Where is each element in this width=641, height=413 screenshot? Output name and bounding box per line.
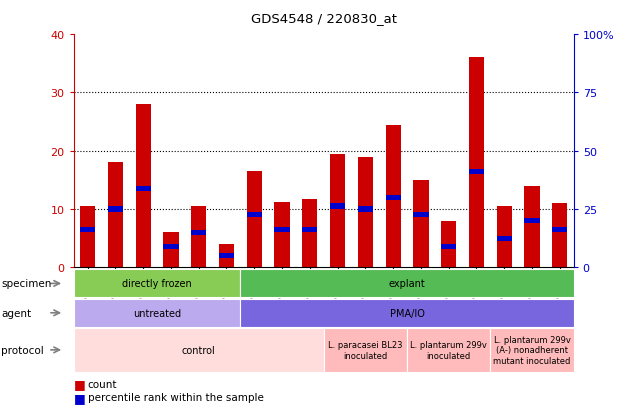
Text: L. paracasei BL23
inoculated: L. paracasei BL23 inoculated — [328, 340, 403, 360]
Bar — [219, 244, 234, 268]
Text: ■: ■ — [74, 391, 85, 404]
Bar — [358, 157, 373, 268]
Text: L. plantarum 299v
(A-) nonadherent
mutant inoculated: L. plantarum 299v (A-) nonadherent mutan… — [494, 335, 570, 365]
Bar — [497, 236, 512, 241]
Bar — [135, 105, 151, 268]
Bar — [358, 207, 373, 212]
Bar — [469, 169, 484, 174]
Bar — [74, 328, 324, 372]
Bar — [80, 206, 96, 268]
Bar — [135, 187, 151, 192]
Text: L. plantarum 299v
inoculated: L. plantarum 299v inoculated — [410, 340, 487, 360]
Bar — [74, 299, 240, 327]
Bar — [274, 202, 290, 268]
Bar — [469, 58, 484, 268]
Text: untreated: untreated — [133, 308, 181, 318]
Text: directly frozen: directly frozen — [122, 279, 192, 289]
Bar — [324, 328, 407, 372]
Text: GDS4548 / 220830_at: GDS4548 / 220830_at — [251, 12, 397, 25]
Bar — [524, 186, 540, 268]
Bar — [413, 180, 429, 268]
Bar — [163, 233, 179, 268]
Bar — [330, 204, 345, 209]
Bar — [108, 207, 123, 212]
Bar — [108, 163, 123, 268]
Text: percentile rank within the sample: percentile rank within the sample — [88, 392, 263, 402]
Bar — [302, 199, 317, 268]
Bar — [552, 204, 567, 268]
Bar — [74, 270, 240, 298]
Bar — [163, 244, 179, 250]
Bar — [552, 227, 567, 233]
Text: PMA/IO: PMA/IO — [390, 308, 424, 318]
Bar — [441, 244, 456, 250]
Text: protocol: protocol — [1, 345, 44, 355]
Bar — [441, 221, 456, 268]
Text: specimen: specimen — [1, 279, 52, 289]
Text: agent: agent — [1, 308, 31, 318]
Bar — [385, 125, 401, 268]
Bar — [490, 328, 574, 372]
Bar — [524, 218, 540, 224]
Bar — [247, 213, 262, 218]
Bar — [497, 206, 512, 268]
Bar — [80, 227, 96, 233]
Text: explant: explant — [388, 279, 426, 289]
Bar — [240, 270, 574, 298]
Bar — [274, 227, 290, 233]
Bar — [191, 206, 206, 268]
Bar — [247, 172, 262, 268]
Bar — [413, 213, 429, 218]
Bar — [407, 328, 490, 372]
Bar — [330, 154, 345, 268]
Bar — [219, 254, 234, 259]
Bar — [302, 227, 317, 233]
Text: control: control — [182, 345, 215, 355]
Bar — [191, 230, 206, 235]
Bar — [385, 195, 401, 200]
Bar — [240, 299, 574, 327]
Text: count: count — [88, 379, 117, 389]
Text: ■: ■ — [74, 377, 85, 390]
